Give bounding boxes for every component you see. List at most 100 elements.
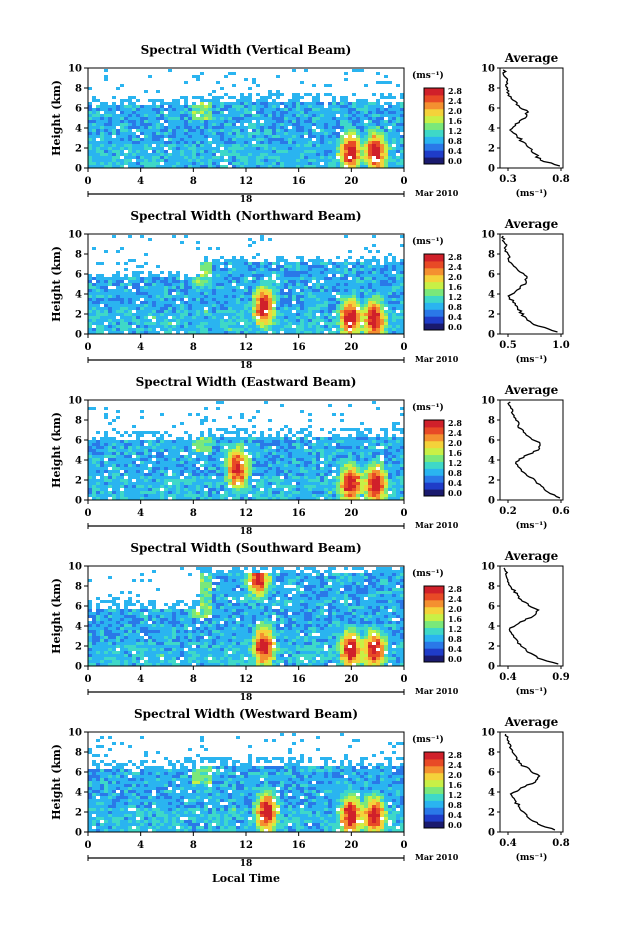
heatmap-cell <box>168 111 172 114</box>
heatmap-cell <box>168 153 172 156</box>
heatmap-cell <box>120 141 124 144</box>
heatmap-cell <box>376 105 380 108</box>
heatmap-cell <box>292 129 296 132</box>
heatmap-cell <box>328 144 332 147</box>
heatmap-cell <box>92 156 96 159</box>
heatmap-cell <box>336 286 340 289</box>
heatmap-cell <box>252 328 256 331</box>
heatmap-cell <box>336 108 340 111</box>
heatmap-cell <box>344 307 348 310</box>
heatmap-cell <box>356 105 360 108</box>
heatmap-cell <box>208 494 212 497</box>
heatmap-cell <box>216 461 220 464</box>
heatmap-cell <box>200 328 204 331</box>
heatmap-cell <box>120 310 124 313</box>
heatmap-cell <box>248 96 252 99</box>
heatmap-cell <box>388 280 392 283</box>
heatmap-cell <box>116 114 120 117</box>
heatmap-cell <box>400 162 404 165</box>
heatmap-cell <box>308 316 312 319</box>
heatmap-cell <box>120 84 124 87</box>
heatmap-cell <box>264 280 268 283</box>
heatmap-cell <box>312 150 316 153</box>
heatmap-cell <box>332 138 336 141</box>
heatmap-cell <box>340 120 344 123</box>
heatmap-cell <box>224 476 228 479</box>
heatmap-cell <box>112 289 116 292</box>
heatmap-cell <box>148 319 152 322</box>
heatmap-cell <box>192 108 196 111</box>
heatmap-cell <box>368 280 372 283</box>
heatmap-cell <box>200 488 204 491</box>
heatmap-cell <box>108 108 112 111</box>
heatmap-cell <box>128 283 132 286</box>
heatmap-cell <box>232 322 236 325</box>
heatmap-cell <box>252 485 256 488</box>
heatmap-cell <box>88 452 92 455</box>
heatmap-cell <box>200 304 204 307</box>
heatmap-cell <box>248 443 252 446</box>
heatmap-cell <box>200 153 204 156</box>
heatmap-cell <box>216 446 220 449</box>
heatmap-cell <box>300 262 304 265</box>
heatmap-cell <box>212 446 216 449</box>
heatmap-cell <box>136 280 140 283</box>
heatmap-cell <box>208 129 212 132</box>
heatmap-cell <box>140 120 144 123</box>
heatmap-cell <box>220 482 224 485</box>
heatmap-cell <box>140 132 144 135</box>
heatmap-cell <box>256 304 260 307</box>
heatmap-cell <box>160 328 164 331</box>
heatmap-cell <box>228 268 232 271</box>
heatmap-cell <box>232 105 236 108</box>
heatmap-cell <box>252 147 256 150</box>
heatmap-cell <box>308 150 312 153</box>
heatmap-cell <box>260 434 264 437</box>
heatmap-cell <box>140 123 144 126</box>
heatmap-cell <box>332 162 336 165</box>
heatmap-cell <box>212 452 216 455</box>
heatmap-cell <box>156 99 160 102</box>
heatmap-cell <box>128 491 132 494</box>
heatmap-cell <box>100 316 104 319</box>
heatmap-cell <box>312 301 316 304</box>
heatmap-cell <box>288 295 292 298</box>
heatmap-cell <box>260 319 264 322</box>
heatmap-cell <box>136 458 140 461</box>
heatmap-cell <box>212 90 216 93</box>
heatmap-cell <box>244 111 248 114</box>
heatmap-cell <box>216 488 220 491</box>
heatmap-cell <box>396 135 400 138</box>
heatmap-cell <box>88 476 92 479</box>
heatmap-cell <box>280 147 284 150</box>
heatmap-cell <box>88 322 92 325</box>
heatmap-cell <box>348 144 352 147</box>
heatmap-cell <box>308 274 312 277</box>
heatmap-cell <box>176 482 180 485</box>
heatmap-cell <box>92 96 96 99</box>
heatmap-cell <box>208 455 212 458</box>
heatmap-cell <box>100 132 104 135</box>
heatmap-cell <box>288 328 292 331</box>
heatmap-cell <box>248 440 252 443</box>
heatmap-cell <box>232 126 236 129</box>
heatmap-cell <box>176 126 180 129</box>
heatmap-cell <box>268 304 272 307</box>
heatmap-cell <box>304 440 308 443</box>
colorbar-tick-label: 0.8 <box>448 302 462 312</box>
heatmap-cell <box>176 313 180 316</box>
heatmap-cell <box>368 313 372 316</box>
heatmap-cell <box>236 295 240 298</box>
heatmap-cell <box>312 141 316 144</box>
heatmap-cell <box>144 159 148 162</box>
heatmap-cell <box>312 313 316 316</box>
heatmap-cell <box>320 265 324 268</box>
heatmap-cell <box>276 485 280 488</box>
heatmap-cell <box>328 129 332 132</box>
heatmap-cell <box>196 126 200 129</box>
heatmap-cell <box>316 304 320 307</box>
heatmap-cell <box>104 449 108 452</box>
heatmap-cell <box>228 328 232 331</box>
heatmap-cell <box>400 286 404 289</box>
heatmap-cell <box>300 328 304 331</box>
